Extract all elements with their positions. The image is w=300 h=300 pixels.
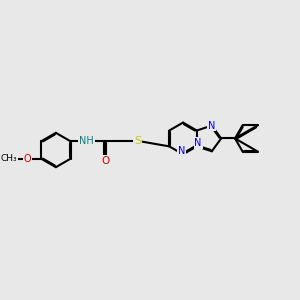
Text: N: N (194, 138, 202, 148)
Text: S: S (134, 136, 141, 146)
Text: N: N (178, 146, 185, 156)
Text: O: O (24, 154, 32, 164)
Text: NH: NH (79, 136, 94, 146)
Text: CH₃: CH₃ (0, 154, 17, 163)
Text: O: O (101, 156, 109, 166)
Text: N: N (208, 121, 215, 130)
